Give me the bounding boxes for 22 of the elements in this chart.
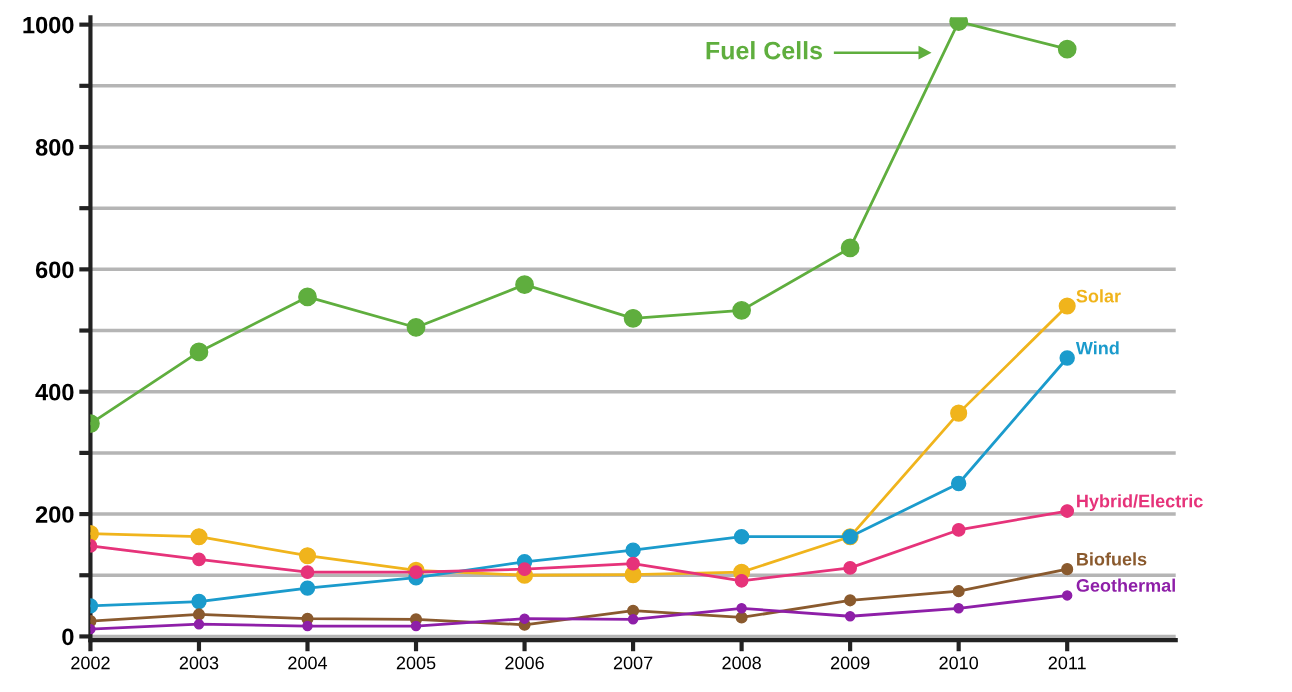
y-tick-label: 200 [35, 506, 74, 523]
x-tick-label: 2004 [288, 656, 328, 670]
series-label: Geothermal [1076, 578, 1175, 592]
y-tick-label: 600 [35, 261, 74, 279]
x-tick-label: 2005 [396, 656, 436, 670]
y-tick-label: 1000 [23, 16, 74, 34]
x-tick-label: 2007 [613, 656, 653, 670]
x-tick-label: 2002 [71, 656, 110, 670]
x-tick-label: 2011 [1048, 656, 1086, 670]
x-tick-label: 2003 [179, 656, 219, 670]
series-label: Wind [1075, 341, 1119, 355]
series-label: Solar [1076, 289, 1121, 303]
series-label: Hybrid/Electric [1077, 494, 1203, 512]
x-tick-label: 2008 [722, 656, 761, 670]
series-label: Biofuels [1077, 552, 1147, 566]
y-tick-label: 400 [35, 383, 74, 401]
x-tick-label: 2009 [830, 656, 870, 670]
x-tick-label: 2006 [505, 656, 544, 670]
y-tick-label: 800 [35, 139, 74, 156]
x-tick-label: 2010 [939, 656, 979, 670]
y-tick-label: 0 [62, 628, 74, 646]
legend-label: Fuel Cells [706, 41, 822, 60]
